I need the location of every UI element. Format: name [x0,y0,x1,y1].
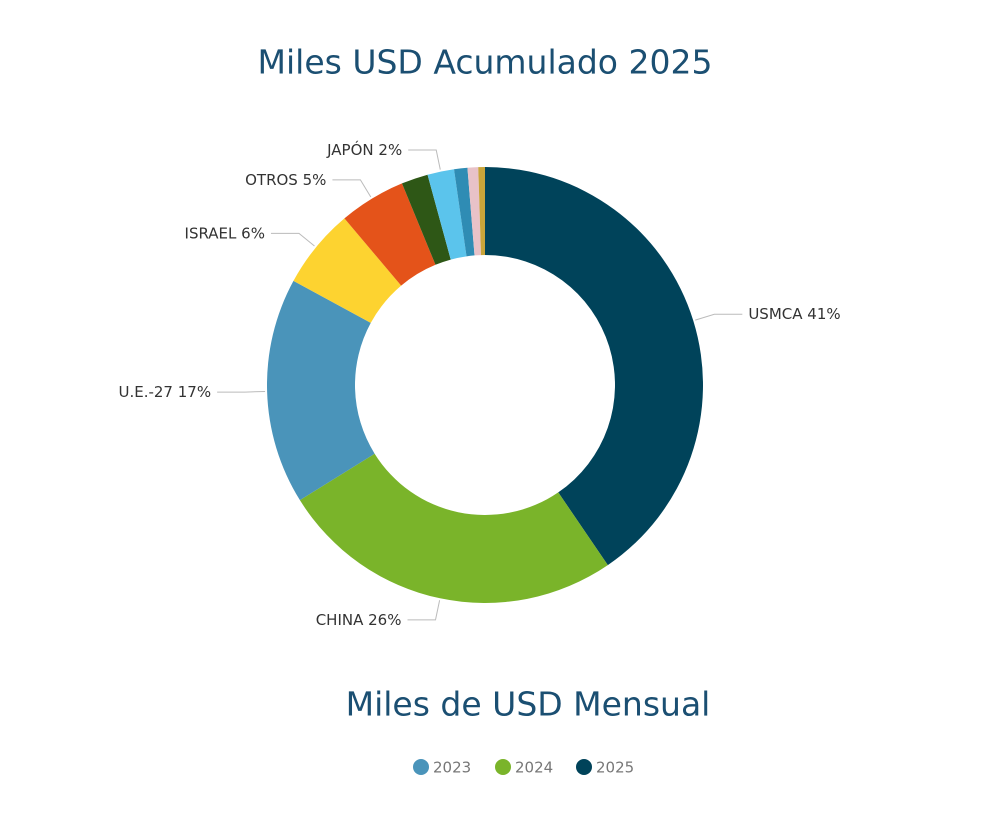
category-label: OTROS [245,170,298,188]
value-label: 6% [241,224,265,242]
legend-marker [576,759,592,775]
category-label: ISRAEL [185,224,237,242]
data-label: CHINA 26% [316,610,402,628]
leader-line [408,149,441,170]
category-label: CHINA [316,610,364,628]
leader-line [270,232,315,247]
data-label: ISRAEL 6% [185,224,265,242]
data-label: U.E.-27 17% [118,383,211,401]
donut-slice [266,280,375,501]
data-label: USMCA 41% [748,305,840,323]
leader-line [332,179,372,198]
legend-marker [495,759,511,775]
value-label: 17% [178,383,211,401]
donut-slice [344,183,436,286]
donut-slice [401,174,451,265]
donut-slice [427,169,467,260]
value-label: 5% [303,170,327,188]
donut-slice [485,167,703,566]
chart-title: Miles de USD Mensual [346,685,711,724]
donut-slice [454,167,475,257]
data-label: JAPÓN 2% [326,140,402,159]
donut-slice [478,167,485,256]
donut-slice [467,167,481,256]
leader-line [695,313,743,321]
leader-line [407,600,441,621]
donut-slice [293,218,402,323]
data-label: OTROS 5% [245,170,326,188]
category-label: JAPÓN [326,140,374,159]
donut-slice [299,453,608,603]
value-label: 2% [378,141,402,159]
category-label: USMCA [748,305,803,323]
value-label: 26% [368,610,401,628]
legend-marker [413,759,429,775]
value-label: 41% [807,305,840,323]
leader-line [217,390,266,393]
legend-label: 2025 [596,759,634,777]
legend-label: 2023 [433,759,471,777]
category-label: U.E.-27 [118,383,173,401]
chart-title: Miles USD Acumulado 2025 [258,43,713,82]
legend-label: 2024 [515,759,553,777]
